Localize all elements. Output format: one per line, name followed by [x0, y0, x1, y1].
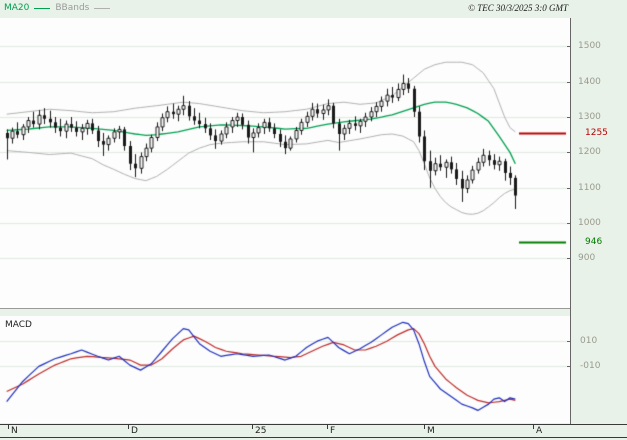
axis-tick — [567, 82, 571, 83]
price-tick-label: 1000 — [578, 218, 601, 229]
price-tick-label: 1100 — [578, 182, 601, 193]
price-tick-label: 900 — [578, 253, 596, 264]
month-tick — [533, 425, 534, 429]
month-label: D — [131, 426, 138, 436]
bbands-line-swatch — [94, 7, 111, 9]
month-label: N — [11, 426, 18, 436]
price-tick-label: 1300 — [578, 112, 601, 123]
price-axis: 1500 1400 1300 1200 1100 1000 900 1255 946 010 -01… — [567, 18, 627, 438]
axis-tick — [567, 188, 571, 189]
axis-tick — [567, 341, 571, 342]
axis-tick — [567, 46, 571, 47]
month-label: F — [330, 426, 336, 436]
macd-tick-label: 010 — [580, 336, 598, 347]
level-label: 946 — [585, 237, 603, 248]
month-tick — [128, 425, 129, 429]
price-tick-label: 1500 — [578, 41, 601, 52]
price-chart-canvas — [0, 18, 570, 308]
month-label: 25 — [255, 426, 267, 436]
legend: MA20 BBands — [4, 3, 111, 13]
copyright-text: © TEC 30/3/2025 3:0 GMT — [468, 3, 568, 13]
axis-tick — [567, 258, 571, 259]
price-tick-label: 1200 — [578, 147, 601, 158]
price-tick-label: 1400 — [578, 76, 601, 87]
macd-chart-canvas — [0, 316, 570, 423]
axis-tick — [567, 117, 571, 118]
month-label: M — [427, 426, 435, 436]
level-label: 1255 — [585, 127, 608, 138]
macd-label: MACD — [5, 320, 32, 330]
month-tick — [327, 425, 328, 429]
month-tick — [8, 425, 9, 429]
macd-panel: MACD — [0, 316, 570, 423]
ma20-line-swatch — [34, 7, 51, 9]
macd-tick-label: -010 — [580, 361, 601, 372]
date-axis: N D 25 F M A — [0, 424, 627, 438]
month-tick — [252, 425, 253, 429]
month-tick — [424, 425, 425, 429]
axis-tick — [567, 152, 571, 153]
chart-header: MA20 BBands © TEC 30/3/2025 3:0 GMT — [0, 0, 627, 18]
price-panel — [0, 18, 570, 309]
legend-bbands-label: BBands — [55, 3, 90, 13]
axis-tick — [567, 223, 571, 224]
month-label: A — [536, 426, 543, 436]
axis-tick — [567, 366, 571, 367]
legend-ma20-label: MA20 — [4, 3, 30, 13]
